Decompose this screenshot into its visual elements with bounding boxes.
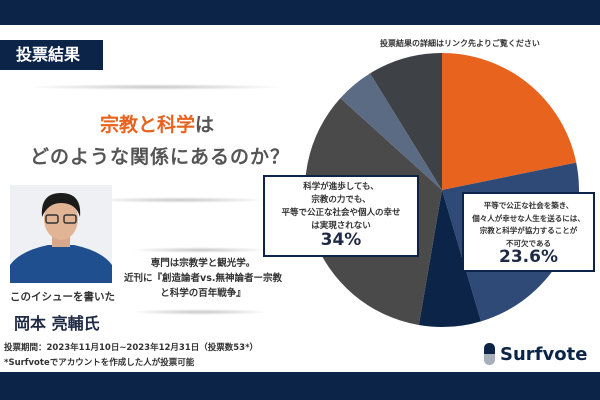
label-line: 平等で公正な社会を築き、 <box>483 201 574 210</box>
slice-label-23-6: 平等で公正な社会を築き、 個々人が幸せな人生を送るには、 宗教と科学が協力するこ… <box>462 192 595 272</box>
question-suffix: は <box>195 114 215 136</box>
label-line: 宗教と科学が協力することが <box>479 226 578 235</box>
author-caption: このイシューを書いた <box>10 291 115 303</box>
label-percent: 34% <box>320 230 362 250</box>
author-photo <box>10 185 112 283</box>
result-badge: 投票結果 <box>0 40 103 70</box>
pie-slice-0 <box>442 53 577 190</box>
pie-slice-2 <box>418 190 482 327</box>
period-note: *Surfvoteでアカウントを作成した人が投票可能 <box>4 358 195 368</box>
chart-note: 投票結果の詳細はリンク先よりご覧ください <box>380 39 540 48</box>
label-line: 平等で公正な社会や個人の幸せ <box>281 208 401 218</box>
vote-period: 投票期間：2023年11月10日~2023年12月31日（投票数53*） *Su… <box>4 341 258 371</box>
author-bio: 専門は宗教学と観光学。 近刊に『創造論者vs.無神論者ー宗教 と科学の百年戦争』 <box>118 256 288 301</box>
pie-slice-5 <box>370 53 442 190</box>
surfvote-logo: Surfvote <box>484 343 587 365</box>
divider <box>130 309 270 315</box>
label-percent: 23.6% <box>499 247 558 267</box>
logo-text: Surfvote <box>500 343 588 365</box>
divider <box>90 197 270 203</box>
top-bar <box>0 0 600 25</box>
label-line: 個々人が幸せな人生を送るには、 <box>472 213 585 223</box>
pie-slice-4 <box>340 73 442 190</box>
label-line: 不可欠である <box>506 238 551 248</box>
question-highlight: 宗教と科学 <box>100 114 196 136</box>
logo-mark-icon <box>484 343 495 365</box>
label-line: 宗教の力でも、 <box>311 195 371 205</box>
divider <box>25 84 285 90</box>
period-text: 投票期間：2023年11月10日~2023年12月31日（投票数53*） <box>4 343 259 353</box>
bio-line: と科学の百年戦争』 <box>160 288 246 299</box>
label-line: 科学が進歩しても、 <box>303 182 379 192</box>
slice-label-34: 科学が進歩しても、 宗教の力でも、 平等で公正な社会や個人の幸せ は実現されない… <box>263 175 419 257</box>
bio-line: 近刊に『創造論者vs.無神論者ー宗教 <box>124 273 282 284</box>
question-title: 宗教と科学は <box>100 110 214 137</box>
question-subtitle: どのような関係にあるのか？ <box>30 146 291 168</box>
author-name: 岡本 亮輔氏 <box>14 314 100 333</box>
bottom-bar <box>0 372 600 400</box>
bio-line: 専門は宗教学と観光学。 <box>150 258 256 269</box>
divider <box>130 247 270 253</box>
label-line: は実現されない <box>311 221 371 231</box>
